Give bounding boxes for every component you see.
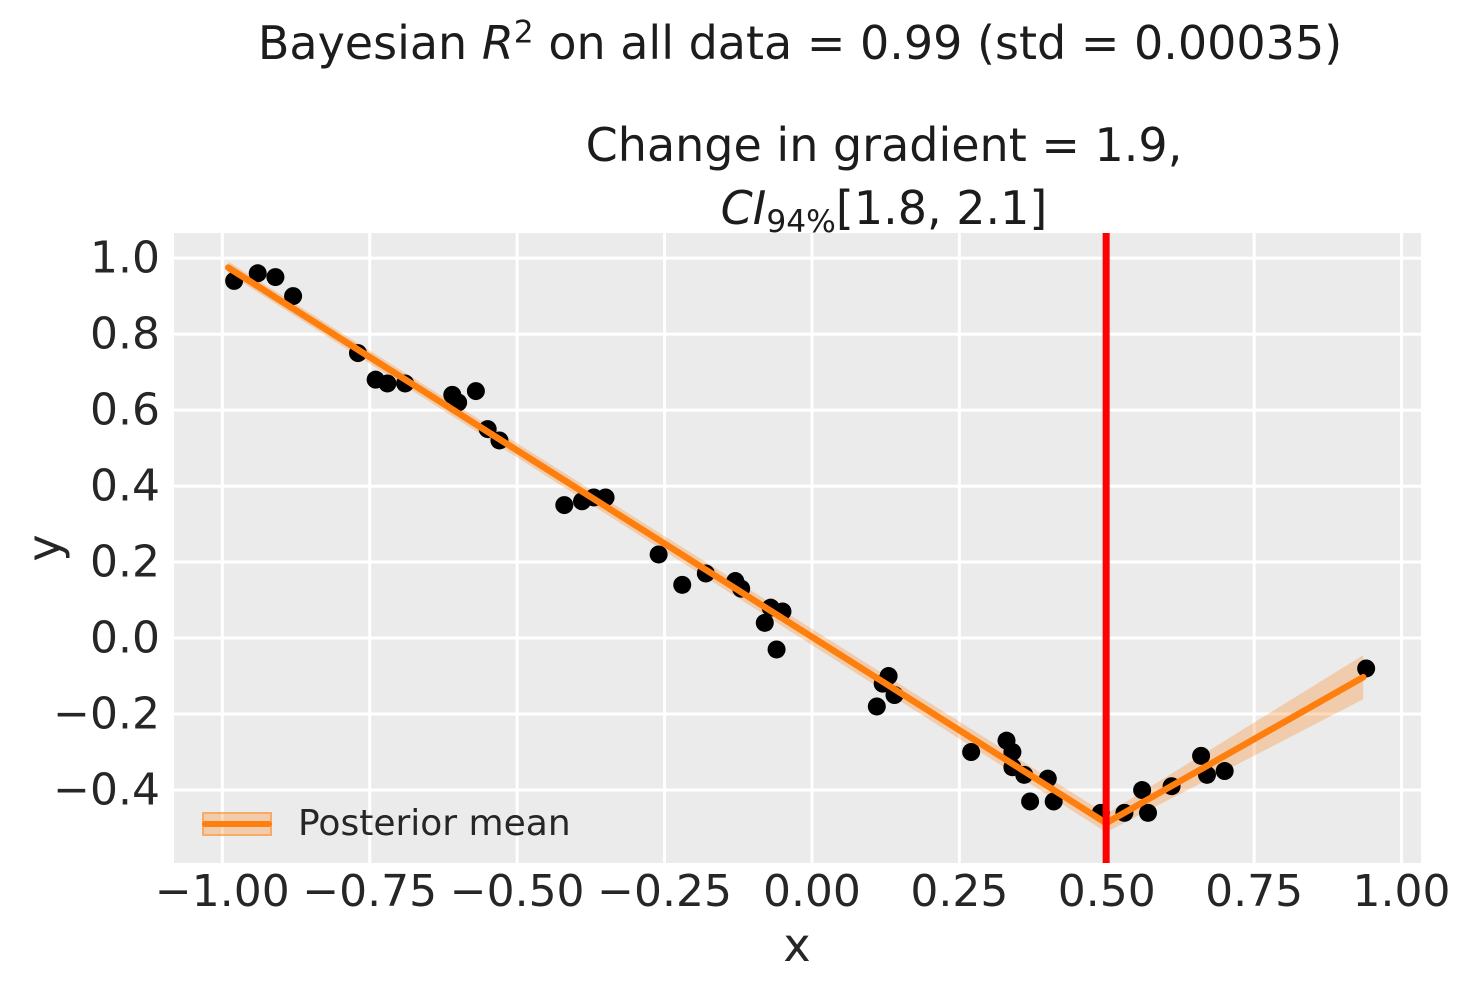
- data-point: [555, 496, 574, 515]
- x-tick-label: 0.50: [1057, 866, 1156, 917]
- chart-subtitle: Change in gradient = 1.9, CI94%[1.8, 2.1…: [586, 114, 1183, 240]
- posterior-mean-line: [224, 264, 1367, 827]
- x-tick-label: 0.75: [1205, 866, 1304, 917]
- data-point: [755, 613, 774, 632]
- y-tick-label: 0.4: [90, 460, 160, 512]
- data-point: [1003, 743, 1022, 762]
- y-tick-label: −0.2: [53, 688, 160, 740]
- data-point: [266, 268, 285, 287]
- x-tick-label: 1.00: [1352, 866, 1451, 917]
- x-tick-label: −0.75: [302, 866, 438, 917]
- data-point: [378, 374, 397, 393]
- plot-canvas: [174, 233, 1421, 863]
- data-point: [1192, 746, 1211, 765]
- data-point: [284, 287, 303, 306]
- subtitle-ci-interval: [1.8, 2.1]: [835, 181, 1048, 235]
- chart-title: Bayesian R2 on all data = 0.99 (std = 0.…: [258, 16, 1342, 70]
- y-tick-label: −0.4: [53, 764, 160, 816]
- chart-title-suffix: on all data = 0.99 (std = 0.00035): [533, 16, 1343, 70]
- x-tick-label: 0.00: [762, 866, 861, 917]
- data-point: [1139, 803, 1158, 822]
- subtitle-line1: Change in gradient = 1.9,: [585, 118, 1183, 172]
- plot-area: Posterior mean: [174, 233, 1421, 863]
- data-point: [673, 575, 692, 594]
- data-point: [1021, 792, 1040, 811]
- x-tick-label: −0.50: [449, 866, 585, 917]
- legend-label: Posterior mean: [298, 803, 571, 844]
- posterior-mean-legend-line: [202, 820, 272, 827]
- y-tick-label: 0.2: [90, 536, 160, 588]
- data-point: [767, 640, 786, 659]
- data-point: [1215, 762, 1234, 781]
- chart-title-r-symbol: R: [481, 16, 514, 70]
- data-point: [1357, 659, 1376, 678]
- x-tick-label: −1.00: [154, 866, 290, 917]
- data-point: [466, 382, 485, 401]
- x-tick-label: −0.25: [597, 866, 732, 917]
- y-axis-label: y: [17, 534, 71, 562]
- data-point: [867, 697, 886, 716]
- x-tick-label: 0.25: [910, 866, 1009, 917]
- y-tick-label: 0.8: [90, 308, 160, 360]
- posterior-mean-legend-swatch: [202, 811, 272, 836]
- subtitle-line2: CI94%[1.8, 2.1]: [586, 177, 1183, 240]
- data-point: [1044, 792, 1063, 811]
- credible-band: [228, 261, 1364, 833]
- x-axis-label: x: [783, 918, 811, 972]
- subtitle-ci-level: 94%: [766, 203, 836, 240]
- legend: Posterior mean: [202, 803, 571, 844]
- chart-title-prefix: Bayesian: [257, 16, 482, 70]
- data-point: [649, 545, 668, 564]
- y-tick-label: 0.0: [90, 612, 160, 664]
- data-point: [962, 743, 981, 762]
- y-tick-label: 1.0: [90, 232, 160, 284]
- data-point: [248, 264, 267, 283]
- subtitle-ci-symbol: CI: [720, 181, 767, 235]
- data-point: [1133, 781, 1152, 800]
- chart-title-r-exponent: 2: [513, 14, 534, 51]
- y-tick-label: 0.6: [90, 384, 160, 436]
